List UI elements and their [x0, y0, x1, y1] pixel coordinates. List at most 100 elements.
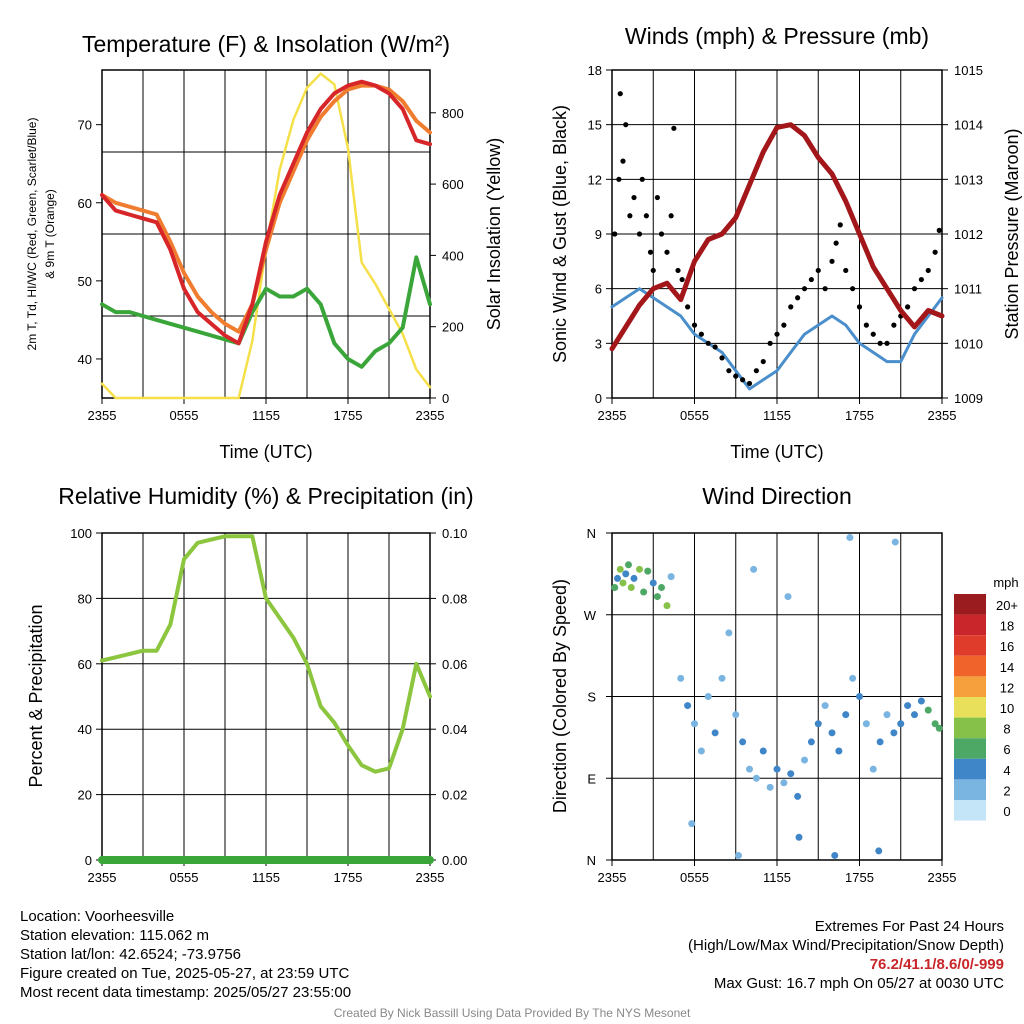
y-tick-label: 9 — [595, 227, 602, 242]
y2-tick-label: 1014 — [954, 118, 983, 133]
x-tick-label: 2355 — [928, 870, 957, 885]
y-axis-label: Direction (Colored By Speed) — [550, 579, 570, 813]
legend-swatch — [954, 697, 986, 718]
gust-point — [654, 194, 660, 201]
x-tick-label: 0555 — [170, 408, 199, 423]
legend-label: 18 — [1000, 619, 1014, 634]
direction-point — [780, 779, 788, 787]
y-axis-label: 2m T, Td, HI/WC (Red, Green, Scarlet/Blu… — [25, 118, 39, 351]
direction-point — [794, 792, 802, 800]
panel-title: Relative Humidity (%) & Precipitation (i… — [58, 483, 473, 509]
direction-point — [935, 724, 943, 732]
x-tick-label: 1755 — [845, 408, 874, 423]
gust-point — [911, 286, 918, 292]
gust-point — [643, 213, 649, 219]
direction-point — [750, 565, 758, 573]
gust-point — [891, 322, 897, 328]
gust-point — [925, 267, 931, 274]
credit-text: Created By Nick Bassill Using Data Provi… — [333, 1006, 691, 1020]
legend-swatch — [954, 758, 986, 780]
y2-tick-label: 1015 — [954, 63, 983, 78]
y2-tick-label: 0.00 — [442, 853, 467, 868]
gust-point — [815, 267, 821, 274]
direction-point — [667, 573, 675, 581]
gust-point — [843, 267, 849, 274]
created-text: Figure created on Tue, 2025-05-27, at 23… — [20, 965, 350, 982]
direction-point — [876, 738, 884, 746]
gust-point — [801, 286, 808, 292]
y-tick-label: S — [587, 690, 596, 705]
y-tick-label: 18 — [588, 63, 602, 78]
x-tick-label: 1755 — [845, 870, 874, 885]
gust-point — [788, 304, 794, 310]
gust-point — [675, 267, 681, 274]
direction-point — [704, 693, 712, 700]
direction-point — [640, 588, 648, 596]
x-tick-label: 2355 — [88, 408, 117, 423]
y-tick-label: 15 — [588, 118, 602, 133]
direction-point — [773, 765, 781, 773]
legend-swatch — [954, 779, 986, 800]
legend-swatch — [954, 676, 986, 697]
gust-point — [760, 358, 766, 365]
x-tick-label: 2355 — [598, 408, 627, 423]
gust-point — [636, 231, 643, 237]
humidity-series — [100, 534, 432, 774]
x-tick-label: 1155 — [252, 870, 280, 885]
gust-point — [631, 194, 637, 201]
x-tick-label: 1155 — [763, 870, 791, 885]
direction-point — [627, 584, 635, 591]
gust-point — [733, 373, 739, 379]
direction-point — [890, 729, 898, 737]
x-tick-label: 2355 — [598, 870, 627, 885]
gust-point — [698, 331, 704, 337]
gust-point — [781, 322, 787, 328]
x-tick-label: 2355 — [416, 408, 445, 423]
direction-point — [784, 593, 792, 601]
direction-point — [697, 747, 705, 755]
legend-label: 12 — [1000, 680, 1014, 695]
y2-tick-label: 800 — [442, 106, 464, 121]
y-tick-label: 70 — [78, 118, 92, 133]
direction-point — [718, 674, 726, 682]
direction-point — [807, 738, 815, 746]
direction-point — [711, 729, 719, 737]
gust-point — [767, 340, 773, 346]
gust-point — [905, 304, 911, 310]
y-tick-label: 100 — [70, 526, 92, 541]
gust-point — [647, 249, 654, 255]
x-tick-label: 0555 — [680, 870, 709, 885]
gust-point — [612, 231, 618, 237]
legend-swatch — [954, 614, 986, 636]
gust-point — [837, 222, 843, 228]
gust-point — [617, 91, 623, 97]
direction-point — [821, 702, 829, 710]
legend-swatch — [954, 717, 986, 739]
gust-point — [685, 304, 691, 310]
direction-point — [746, 765, 753, 773]
legend-swatch — [954, 738, 986, 759]
gust-point — [877, 340, 883, 346]
direction-point — [904, 702, 912, 710]
x-axis-label: Time (UTC) — [730, 442, 823, 462]
direction-point — [814, 720, 822, 728]
gust-point — [774, 331, 780, 337]
gust-point — [679, 276, 685, 283]
direction-point — [658, 584, 665, 591]
gust-point — [639, 176, 645, 182]
latlon-text: Station lat/lon: 42.6524; -73.9756 — [20, 946, 242, 963]
x-tick-label: 2355 — [416, 870, 445, 885]
direction-point — [891, 538, 899, 546]
direction-point — [644, 567, 652, 575]
gust-point — [863, 322, 869, 328]
gust-point — [870, 331, 876, 337]
gust-point — [833, 240, 839, 246]
max-gust-text: Max Gust: 16.7 mph On 05/27 at 0030 UTC — [713, 975, 1004, 992]
location-text: Location: Voorheesville — [20, 908, 175, 925]
x-tick-label: 1755 — [334, 870, 363, 885]
gust-point — [623, 122, 629, 128]
y-tick-label: 40 — [78, 722, 92, 737]
direction-point — [917, 697, 925, 705]
direction-point — [688, 820, 696, 828]
y-tick-label: 0 — [85, 853, 92, 868]
